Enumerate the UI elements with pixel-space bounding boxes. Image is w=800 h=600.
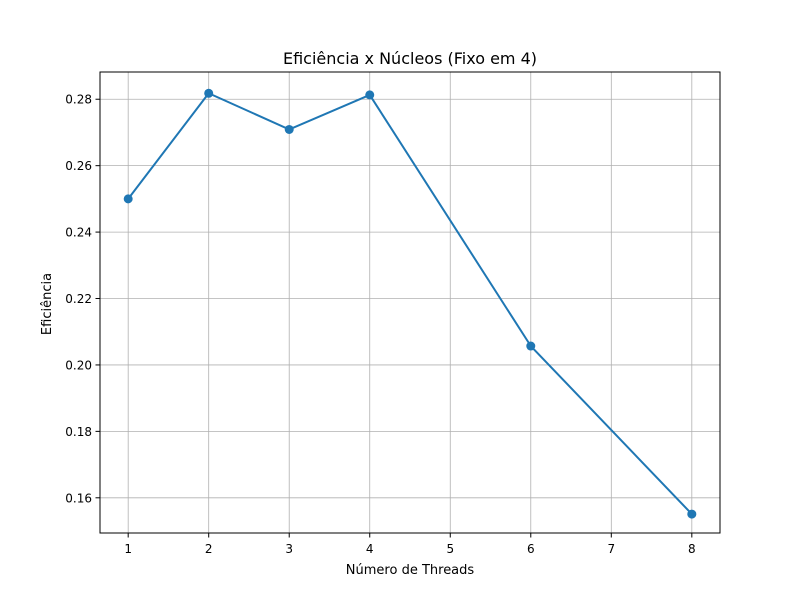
x-axis-label: Número de Threads bbox=[346, 563, 475, 578]
x-tick-label: 1 bbox=[124, 542, 132, 556]
x-tick-label: 5 bbox=[446, 542, 454, 556]
y-tick-label: 0.26 bbox=[65, 159, 92, 173]
y-tick-label: 0.24 bbox=[65, 226, 92, 240]
x-tick-label: 4 bbox=[366, 542, 374, 556]
axis-ticks: 1 2 3 4 5 6 7 8 0.16 0.18 0.20 0.22 0.24 0.26 0.28 bbox=[65, 93, 695, 556]
y-tick-label: 0.18 bbox=[65, 425, 92, 439]
y-tick-label: 0.28 bbox=[65, 93, 92, 107]
series-line bbox=[127, 92, 693, 516]
data-point bbox=[284, 124, 294, 134]
data-point bbox=[687, 509, 697, 519]
data-point bbox=[526, 341, 536, 351]
data-point bbox=[123, 194, 133, 204]
x-tick-label: 2 bbox=[205, 542, 213, 556]
y-tick-label: 0.22 bbox=[65, 292, 92, 306]
y-axis-label: Eficiência bbox=[40, 273, 55, 335]
grid-lines bbox=[100, 72, 720, 533]
series-layer bbox=[123, 88, 697, 519]
x-tick-label: 8 bbox=[688, 542, 696, 556]
y-tick-label: 0.16 bbox=[65, 491, 92, 505]
y-tick-label: 0.20 bbox=[65, 358, 92, 372]
plot-area-frame bbox=[99, 71, 721, 534]
data-point bbox=[365, 90, 375, 100]
chart-title: Eficiência x Núcleos (Fixo em 4) bbox=[283, 49, 537, 68]
x-tick-label: 7 bbox=[607, 542, 615, 556]
x-tick-label: 6 bbox=[527, 542, 535, 556]
data-point bbox=[204, 88, 214, 98]
x-tick-label: 3 bbox=[285, 542, 293, 556]
